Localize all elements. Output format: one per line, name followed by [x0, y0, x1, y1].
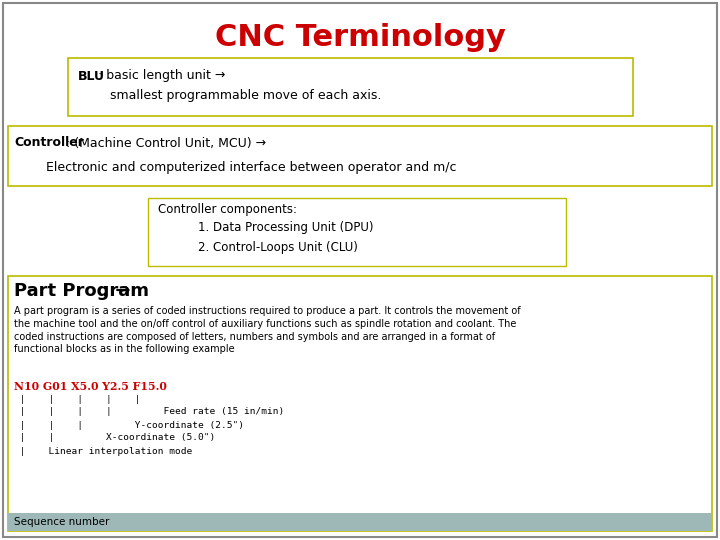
Text: : basic length unit →: : basic length unit →	[98, 70, 225, 83]
Bar	[148, 198, 566, 266]
Text: |    |    |    |         Feed rate (15 in/min): | | | | Feed rate (15 in/min)	[14, 408, 284, 416]
Text: |    |         X-coordinate (5.0"): | | X-coordinate (5.0")	[14, 434, 215, 442]
Text: |    |    |         Y-coordinate (2.5"): | | | Y-coordinate (2.5")	[14, 421, 244, 429]
Text: : (Machine Control Unit, MCU) →: : (Machine Control Unit, MCU) →	[66, 137, 266, 150]
Text: 2. Control-Loops Unit (CLU): 2. Control-Loops Unit (CLU)	[198, 241, 358, 254]
Text: smallest programmable move of each axis.: smallest programmable move of each axis.	[78, 90, 382, 103]
Text: Controller: Controller	[14, 137, 84, 150]
Bar	[8, 513, 712, 531]
Text: |    Linear interpolation mode: | Linear interpolation mode	[14, 447, 192, 456]
Text: |    |    |    |    |: | | | | |	[14, 395, 140, 403]
Text: A part program is a series of coded instructions required to produce a part. It : A part program is a series of coded inst…	[14, 306, 521, 354]
Text: Part Program: Part Program	[14, 282, 149, 300]
Text: CNC Terminology: CNC Terminology	[215, 24, 505, 52]
Bar	[8, 276, 712, 531]
Text: Sequence number: Sequence number	[14, 517, 109, 527]
Text: 1. Data Processing Unit (DPU): 1. Data Processing Unit (DPU)	[198, 221, 374, 234]
Bar	[68, 58, 633, 116]
Bar	[8, 126, 712, 186]
Text: Electronic and computerized interface between operator and m/c: Electronic and computerized interface be…	[14, 161, 456, 174]
Text: : →: : →	[102, 282, 130, 300]
Text: BLU: BLU	[78, 70, 105, 83]
Text: N10 G01 X5.0 Y2.5 F15.0: N10 G01 X5.0 Y2.5 F15.0	[14, 381, 167, 392]
Text: Controller components:: Controller components:	[158, 204, 297, 217]
